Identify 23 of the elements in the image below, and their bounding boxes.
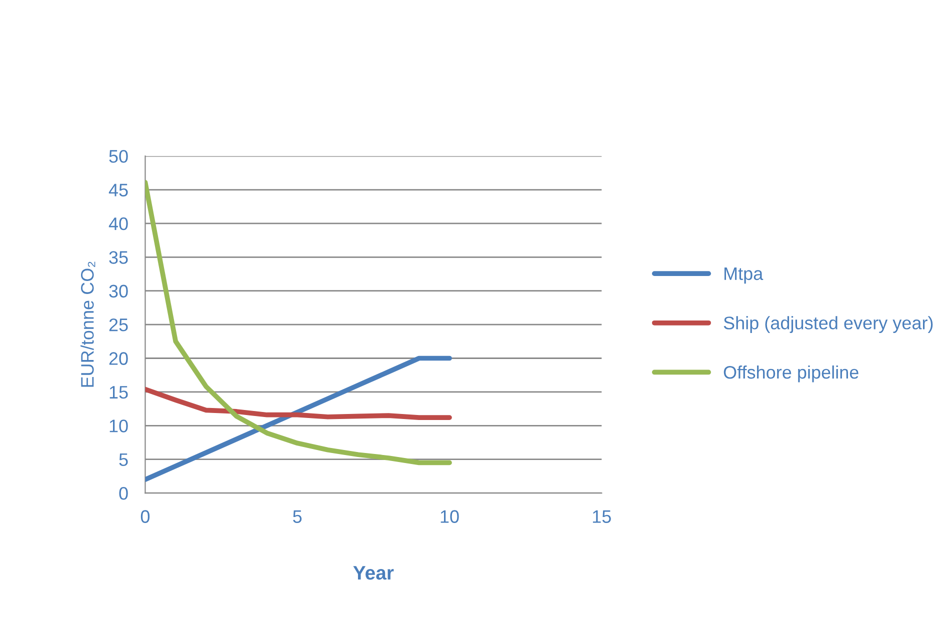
x-tick-label: 0 [140, 510, 150, 523]
x-tick-label: 10 [440, 510, 459, 523]
y-tick-label: 5 [119, 453, 128, 466]
y-tick-label: 30 [109, 284, 128, 298]
y-tick-label: 0 [119, 486, 128, 500]
legend-label: Offshore pipeline [724, 365, 858, 382]
y-tick-label: 25 [109, 318, 128, 332]
y-tick-label: 50 [109, 150, 128, 163]
y-tick-label: 35 [109, 251, 128, 264]
y-tick-label: 40 [108, 217, 128, 230]
line-series [145, 180, 452, 466]
legend-label: Ship (adjusted every year) [724, 316, 933, 333]
y-tick-label: 15 [110, 386, 128, 399]
x-tick-label: 15 [592, 510, 611, 523]
y-tick-label: 10 [110, 420, 128, 432]
x-axis-title: Year [353, 566, 394, 580]
line-series [145, 356, 452, 482]
y-tick-label: 45 [108, 184, 128, 196]
y-tick-label: 20 [109, 352, 128, 365]
legend-label: Mtpa [724, 267, 764, 284]
y-axis-title: EUR/tonne CO₂ [80, 262, 96, 387]
line-series [145, 386, 452, 420]
x-tick-label: 5 [293, 510, 302, 523]
